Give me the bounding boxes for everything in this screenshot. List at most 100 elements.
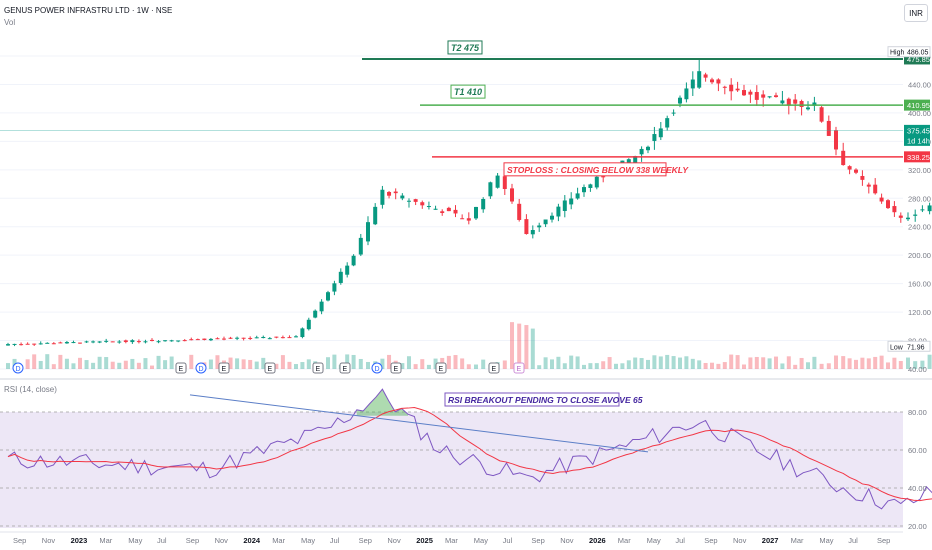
candle-body [294,336,298,338]
volume-bar [510,322,514,369]
volume-bar [697,360,702,369]
earnings-marker [513,362,525,374]
volume-bar [761,357,766,369]
volume-bar [582,364,586,369]
candle-body [32,343,37,345]
volume-bar [300,362,305,369]
candle-body [163,340,168,342]
volume-bar [294,364,298,369]
candle-body [38,343,43,345]
volume-bar [530,328,535,369]
candle-body [130,340,135,343]
volume-bar [722,362,727,369]
volume-bar [248,359,253,369]
candle-body [906,217,910,220]
candle-body [332,283,337,292]
candle-body [524,219,529,235]
volume-bar [913,361,918,369]
earnings-marker [488,362,500,374]
volume-bar [735,355,740,369]
candle-body [366,222,370,242]
candle-body [51,343,56,345]
rsi-trendline [189,394,649,453]
volume-bar [280,355,285,369]
candle-body [742,90,746,96]
candle-body [879,197,884,202]
time-tick-label: Sep [13,536,26,545]
time-tick-label: Jul [675,536,685,545]
candle-body [481,198,486,210]
low-label: Low [890,344,904,351]
candle-body [841,150,846,166]
price-tick-label: 240.00 [908,223,931,232]
volume-bar [91,362,96,369]
volume-bar [601,361,606,369]
volume-bar [614,363,618,369]
time-tick-label: 2023 [71,536,88,545]
candle-body [793,99,798,104]
volume-bar [703,362,708,369]
rsi-note-box [444,392,620,407]
volume-bar [710,362,714,369]
t1-label: T1 410 [454,87,482,97]
high-label: High [890,50,905,57]
volume-bar [556,356,561,369]
candle-body [556,206,561,217]
candle-body [697,71,702,88]
candle-body [671,112,676,114]
candle-body [345,265,350,275]
time-tick-label: Sep [359,536,372,545]
currency-button[interactable]: INR [904,4,928,22]
candle-body [222,338,226,340]
candle-body [722,86,727,88]
price-tick-label: 200.00 [908,251,931,260]
candle-body [530,230,535,235]
price-tick-label: 440.00 [908,80,931,89]
event-marker-label: E [268,366,273,373]
candle-body [543,219,548,225]
candle-body [261,336,266,339]
volume-bar [652,355,657,369]
volume-bar [97,356,102,369]
candle-body [358,237,363,255]
candle-body [84,341,89,343]
rsi-band [0,412,903,528]
candle-body [626,159,631,164]
volume-bar [104,357,109,369]
time-tick-label: May [128,536,142,545]
volume-bar [819,363,824,369]
candle-body [78,342,82,344]
candle-body [406,200,411,202]
candle-body [767,96,772,98]
candle-body [176,340,181,342]
volume-bar [241,359,246,369]
volume-bar [716,363,721,369]
candle-body [646,146,650,151]
rsi-tick-label: 40.00 [908,484,927,493]
candle-body [502,176,507,190]
event-marker-label: E [394,366,399,373]
time-tick-label: Nov [387,536,401,545]
candle-body [110,341,115,343]
time-tick-label: May [301,536,315,545]
volume-bar [826,363,831,369]
volume-bar [873,356,878,369]
candle-body [690,79,695,89]
volume-bar [84,360,89,369]
candle-body [387,191,392,196]
candle-body [575,193,580,199]
volume-bar [841,356,846,369]
candle-body [319,301,324,312]
volume-bar [235,358,240,369]
candle-body [826,120,831,136]
time-tick-label: 2027 [762,536,779,545]
candle-body [460,218,465,220]
earnings-marker [218,362,230,374]
candle-body [774,95,778,98]
high-value: 486.05 [907,50,929,57]
volume-bar [400,363,405,369]
price-tag [904,124,930,136]
candle-body [569,198,574,205]
candle-body [235,337,240,339]
